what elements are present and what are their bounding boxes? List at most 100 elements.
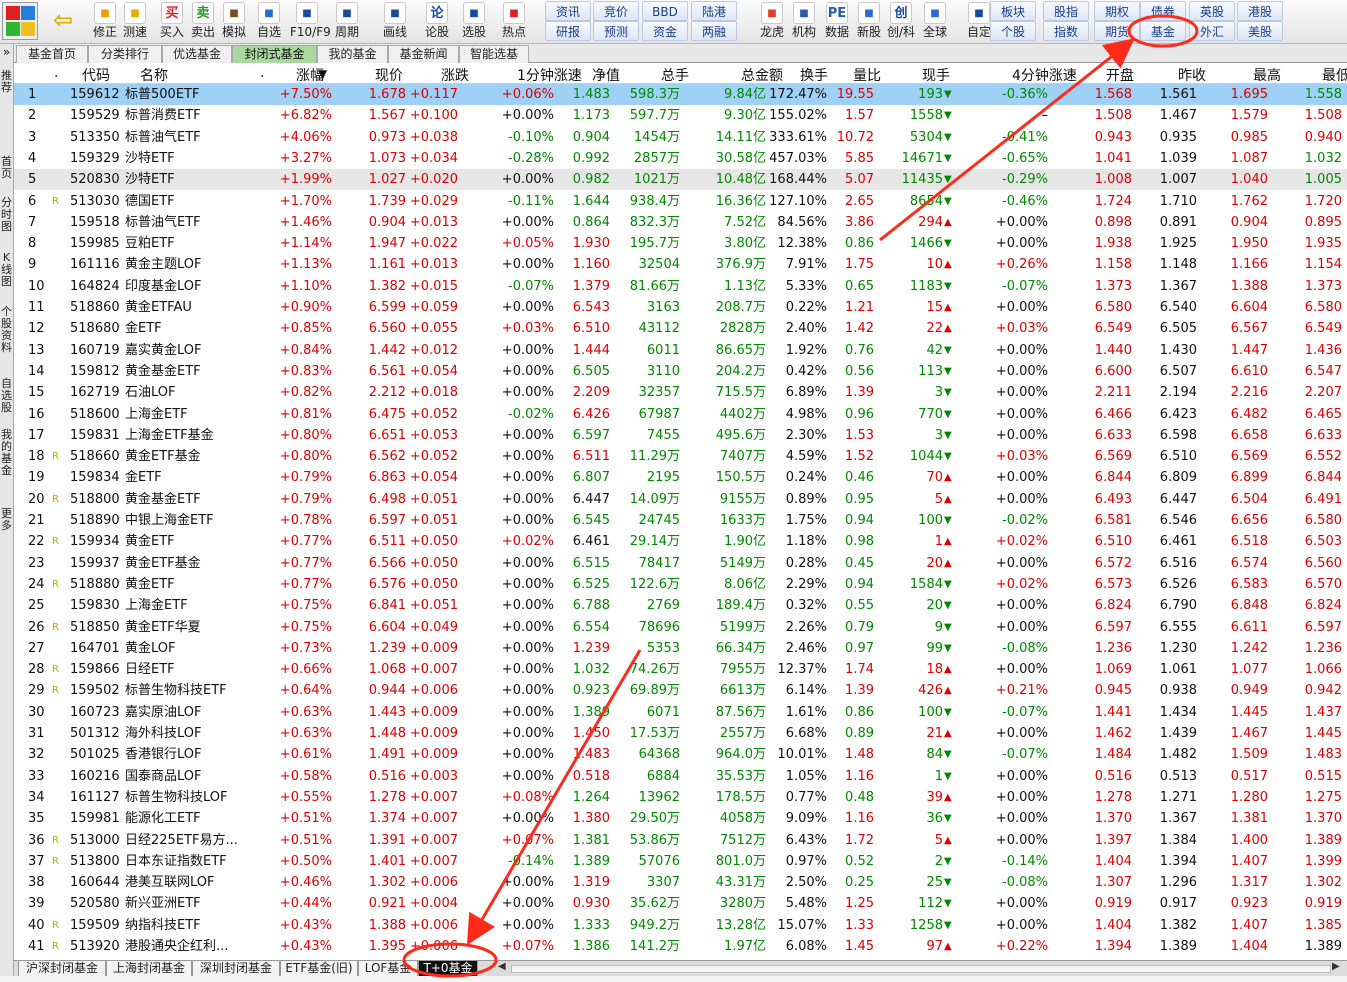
quick-link-4-top[interactable]: 陆港 [691, 1, 737, 21]
toolbar-button-6[interactable]: ■ 自选 [252, 0, 286, 44]
quick-link-9-bottom[interactable]: 外汇 [1189, 21, 1235, 41]
column-header-9[interactable]: 总金额 [741, 68, 783, 84]
toolbar-button-11[interactable]: ■ 选股 [457, 0, 491, 44]
toolbar-button-10[interactable]: 论论股 [420, 0, 454, 44]
table-row[interactable]: 24 R 518880 黄金ETF +0.77% 6.576 +0.050 +0.00% 6.5… [14, 574, 1347, 595]
table-row[interactable]: 31 501312 海外科技LOF +0.63% 1.448 +0.009 +0.00% 1.… [14, 723, 1347, 744]
bottom-tab-1[interactable]: 沪深封闭基金 [18, 961, 106, 977]
table-row[interactable]: 26 R 518850 黄金ETF华夏 +0.75% 6.604 +0.049 +0.00% 6… [14, 617, 1347, 638]
table-row[interactable]: 12 518680 金ETF +0.85% 6.560 +0.055 +0.03% 6.510… [14, 318, 1347, 339]
toolbar-button-19[interactable]: ■ 自定 [962, 0, 996, 44]
sidebar-item-2[interactable]: 首页 [1, 155, 12, 180]
bottom-tab-6[interactable]: T+0基金 [418, 961, 478, 977]
bottom-tab-2[interactable]: 上海封闭基金 [106, 961, 192, 977]
sidebar-item-1[interactable]: 推荐 [1, 69, 12, 94]
sort-desc-icon[interactable]: ▼ [318, 67, 328, 81]
table-row[interactable]: 15 162719 石油LOF +0.82% 2.212 +0.018 +0.00% 2.20… [14, 382, 1347, 403]
bottom-tab-3[interactable]: 深圳封闭基金 [192, 961, 280, 977]
table-row[interactable]: 8 159985 豆粕ETF +1.14% 1.947 +0.022 +0.05% 1.930… [14, 233, 1347, 254]
sidebar-item-8[interactable]: 更多 [1, 507, 12, 532]
table-row[interactable]: 29 R 159502 标普生物科技ETF +0.64% 0.944 +0.006 +0.00… [14, 680, 1347, 701]
sidebar-item-6[interactable]: 自选股 [1, 377, 12, 414]
bottom-tab-4[interactable]: ETF基金(旧) [280, 961, 358, 977]
table-row[interactable]: 37 R 513800 日本东证指数ETF +0.50% 1.401 +0.007 -0.14… [14, 851, 1347, 872]
column-header-12[interactable]: 现手 [922, 68, 950, 84]
tab-6[interactable]: 基金新闻 [388, 45, 459, 63]
toolbar-button-17[interactable]: 创创/科 [884, 0, 918, 44]
quick-link-9-top[interactable]: 英股 [1189, 1, 1235, 21]
column-header-15[interactable]: 昨收 [1178, 68, 1206, 84]
table-row[interactable]: 38 160644 港美互联网LOF +0.46% 1.302 +0.006 +0.00% 1… [14, 872, 1347, 893]
column-header-5[interactable]: 涨跌 [441, 68, 469, 84]
quick-link-7-top[interactable]: 期权 [1094, 1, 1140, 21]
toolbar-button-5[interactable]: ■ 模拟 [217, 0, 251, 44]
table-row[interactable]: 28 R 159866 日经ETF +0.66% 1.068 +0.007 +0.00% 1.0… [14, 659, 1347, 680]
quick-link-10-top[interactable]: 港股 [1237, 1, 1283, 21]
quick-link-4-bottom[interactable]: 两融 [691, 21, 737, 41]
column-header-11[interactable]: 量比 [853, 68, 881, 84]
table-row[interactable]: 5 520830 沙特ETF +1.99% 1.027 +0.020 +0.00% 0.982… [14, 169, 1347, 191]
column-header-17[interactable]: 最低 [1322, 68, 1347, 84]
column-header-1[interactable]: 代码 [82, 68, 110, 84]
table-row[interactable]: 16 518600 上海金ETF +0.81% 6.475 +0.052 -0.02% 6.4… [14, 404, 1347, 425]
quick-link-5-top[interactable]: 板块 [990, 1, 1036, 21]
app-logo[interactable] [2, 2, 38, 40]
toolbar-button-16[interactable]: ■ 新股 [852, 0, 886, 44]
column-header-6[interactable]: 1分钟涨速 [517, 68, 582, 84]
quick-link-2-bottom[interactable]: 预测 [593, 21, 639, 41]
column-header-14[interactable]: 开盘 [1106, 68, 1134, 84]
tab-3[interactable]: 优选基金 [162, 45, 232, 63]
column-header-8[interactable]: 总手 [661, 68, 689, 84]
table-row[interactable]: 2 159529 标普消费ETF +6.82% 1.567 +0.100 +0.00% 1.1… [14, 105, 1347, 126]
quick-link-8-top[interactable]: 债券 [1140, 1, 1186, 21]
table-row[interactable]: 9 161116 黄金主题LOF +1.13% 1.161 +0.013 +0.00% 1.1… [14, 254, 1347, 275]
quick-link-3-bottom[interactable]: 资金 [642, 21, 688, 41]
table-row[interactable]: 17 159831 上海金ETF基金 +0.80% 6.651 +0.053 +0.00% 6… [14, 425, 1347, 446]
table-row[interactable]: 33 160216 国泰商品LOF +0.58% 0.516 +0.003 +0.00% 0.… [14, 766, 1347, 787]
quick-link-3-top[interactable]: BBD [642, 1, 688, 21]
quick-link-2-top[interactable]: 竞价 [593, 1, 639, 21]
quick-link-10-bottom[interactable]: 美股 [1237, 21, 1283, 41]
table-row[interactable]: 23 159937 黄金ETF基金 +0.77% 6.566 +0.050 +0.00% 6.… [14, 553, 1347, 574]
toolbar-button-8[interactable]: ■ 周期 [330, 0, 364, 44]
table-row[interactable]: 3 513350 标普油气ETF +4.06% 0.973 +0.038 -0.10% 0.9… [14, 127, 1347, 148]
tab-4[interactable]: 封闭式基金 [232, 45, 317, 63]
toolbar-button-12[interactable]: ■ 热点 [497, 0, 531, 44]
table-row[interactable]: 34 161127 标普生物科技LOF +0.55% 1.278 +0.007 +0.08%… [14, 787, 1347, 808]
toolbar-button-18[interactable]: ■ 全球 [918, 0, 952, 44]
tab-2[interactable]: 分类排行 [88, 45, 162, 63]
tab-7[interactable]: 智能选基 [459, 45, 529, 63]
table-row[interactable]: 39 520580 新兴亚洲ETF +0.44% 0.921 +0.004 +0.00% 0.… [14, 893, 1347, 914]
table-row[interactable]: 41 R 513920 港股通央企红利... +0.43% 1.395 +0.006 +0.0… [14, 936, 1347, 957]
sidebar-item-5[interactable]: 个股资料 [1, 305, 12, 354]
column-header-2[interactable]: 名称 [140, 68, 168, 84]
expand-icon[interactable]: » [2, 45, 11, 59]
toolbar-button-14[interactable]: ■ 机构 [787, 0, 821, 44]
tab-1[interactable]: 基金首页 [16, 45, 88, 63]
toolbar-button-7[interactable]: ■ F10/F9 [290, 0, 331, 44]
back-button[interactable]: ⇦ [44, 0, 82, 44]
toolbar-button-15[interactable]: PE 数据 [820, 0, 854, 44]
column-header-16[interactable]: 最高 [1253, 68, 1281, 84]
table-row[interactable]: 22 R 159934 黄金ETF +0.77% 6.511 +0.050 +0.02% 6.4… [14, 531, 1347, 552]
toolbar-button-9[interactable]: ■ 画线 [378, 0, 412, 44]
scroll-left-icon[interactable]: ◀ [498, 961, 506, 972]
quick-link-5-bottom[interactable]: 个股 [990, 21, 1036, 41]
quick-link-1-top[interactable]: 资讯 [545, 1, 591, 21]
quick-link-6-top[interactable]: 股指 [1043, 1, 1089, 21]
table-row[interactable]: 4 159329 沙特ETF +3.27% 1.073 +0.034 -0.28% 0.992… [14, 148, 1347, 169]
table-row[interactable]: 40 R 159509 纳指科技ETF +0.43% 1.388 +0.006 +0.00% 1… [14, 915, 1347, 936]
quick-link-7-bottom[interactable]: 期货 [1094, 21, 1140, 41]
table-row[interactable]: 36 R 513000 日经225ETF易方... +0.51% 1.391 +0.007 +… [14, 830, 1347, 851]
table-row[interactable]: 32 501025 香港银行LOF +0.61% 1.491 +0.009 +0.00% 1.… [14, 744, 1347, 765]
scroll-right-icon[interactable]: ▶ [1332, 961, 1340, 972]
column-header-7[interactable]: 净值 [592, 68, 620, 84]
table-row[interactable]: 30 160723 嘉实原油LOF +0.63% 1.443 +0.009 +0.00% 1.… [14, 702, 1347, 723]
tab-5[interactable]: 我的基金 [317, 45, 388, 63]
table-row[interactable]: 18 R 518660 黄金ETF基金 +0.80% 6.562 +0.052 +0.00% 6… [14, 446, 1347, 467]
column-header-13[interactable]: 4分钟涨速 [1012, 68, 1077, 84]
table-row[interactable]: 13 160719 嘉实黄金LOF +0.84% 1.442 +0.012 +0.00% 1.… [14, 340, 1347, 361]
table-row[interactable]: 7 159518 标普油气ETF +1.46% 0.904 +0.013 +0.00% 0.8… [14, 212, 1347, 233]
toolbar-button-3[interactable]: 买买入 [155, 0, 189, 44]
horizontal-scrollbar[interactable] [511, 965, 1331, 973]
